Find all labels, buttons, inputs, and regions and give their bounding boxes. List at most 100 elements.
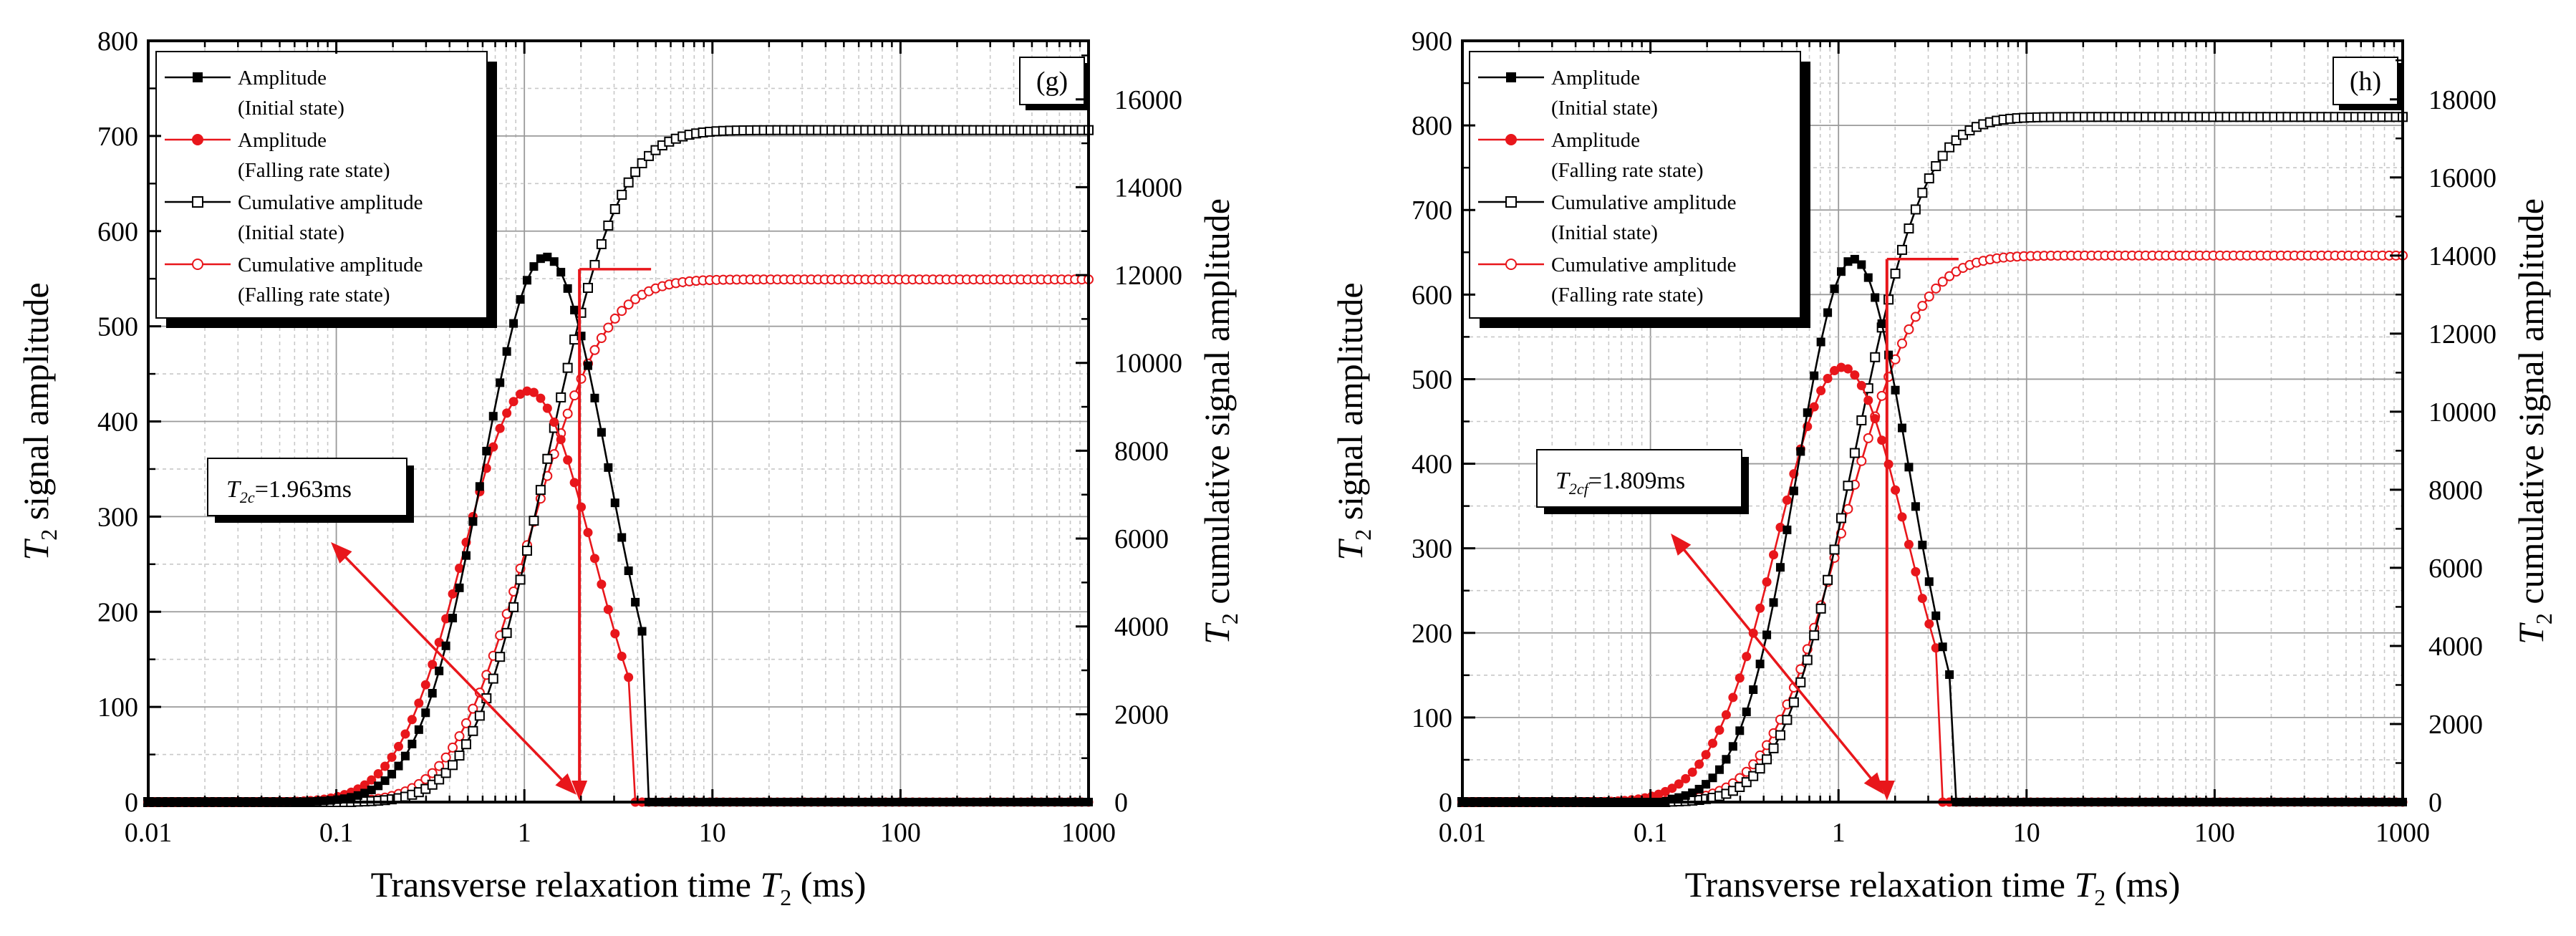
- data-point: [501, 627, 512, 638]
- data-point: [1830, 284, 1839, 294]
- annotation-arrowhead: [1863, 772, 1885, 795]
- data-point: [488, 412, 498, 421]
- data-point: [1843, 257, 1853, 266]
- data-point: [516, 295, 525, 304]
- data-point: [495, 423, 505, 433]
- data-point: [1796, 447, 1805, 456]
- legend-box: [1469, 51, 1801, 319]
- series-amplitude-initial-state: [144, 252, 1093, 806]
- y-right-axis-title: T2 cumulative signal amplitude: [2511, 198, 2557, 645]
- data-point: [1802, 655, 1813, 665]
- data-point: [563, 284, 572, 293]
- x-tick-label: 0.1: [1634, 818, 1668, 848]
- y-right-tick-label: 6000: [1114, 524, 1169, 554]
- data-point: [562, 362, 573, 373]
- data-point: [1897, 423, 1906, 433]
- data-point: [414, 698, 424, 708]
- data-point: [556, 392, 566, 402]
- data-point: [394, 741, 404, 751]
- x-tick-label: 0.01: [1439, 818, 1487, 848]
- data-point: [1775, 730, 1785, 740]
- data-point: [468, 725, 478, 736]
- data-point: [414, 725, 423, 734]
- data-point: [374, 781, 383, 791]
- data-point: [1896, 338, 1907, 349]
- data-point: [1701, 750, 1711, 760]
- data-point: [1829, 544, 1840, 555]
- y-left-axis-title: T2 signal amplitude: [16, 282, 62, 560]
- data-point: [1735, 726, 1745, 735]
- data-point: [1924, 173, 1934, 184]
- data-point: [1871, 293, 1880, 302]
- data-point: [1911, 502, 1920, 511]
- y-left-tick-label: 700: [1412, 196, 1452, 226]
- data-point: [441, 641, 450, 650]
- cutoff-arrowhead: [571, 781, 588, 801]
- data-point: [1843, 364, 1853, 374]
- legend-swatch-marker: [1505, 196, 1517, 208]
- data-point: [1924, 619, 1934, 629]
- data-point: [440, 768, 451, 778]
- data-point: [367, 775, 377, 785]
- legend-sublabel: (Falling rate state): [238, 284, 390, 307]
- data-point: [508, 602, 519, 612]
- panel-label-box: [2333, 57, 2398, 105]
- x-tick-label: 1000: [1061, 818, 1116, 848]
- data-point: [1924, 577, 1934, 587]
- data-point: [1714, 765, 1724, 774]
- data-point: [1931, 160, 1941, 171]
- data-point: [495, 652, 506, 662]
- data-point: [1904, 223, 1914, 234]
- data-point: [1856, 380, 1866, 390]
- series-amplitude-falling-rate-state: [143, 386, 1094, 807]
- y-left-tick-label: 600: [97, 217, 138, 247]
- annotation-arrow: [342, 554, 565, 783]
- data-point: [1823, 308, 1833, 317]
- data-point: [582, 282, 593, 293]
- y-axis-left: 0 100 200 300 400 500 600 700 800 900 T2 signal am…: [1330, 26, 1475, 818]
- data-point: [1877, 319, 1886, 328]
- data-point: [617, 651, 627, 661]
- data-point: [1702, 780, 1711, 789]
- data-point: [589, 344, 600, 355]
- series-line: [1462, 254, 2403, 804]
- legend-sublabel: (Initial state): [238, 221, 344, 244]
- data-point: [1667, 783, 1677, 793]
- y-left-tick-label: 400: [1412, 450, 1452, 480]
- data-point: [535, 485, 546, 496]
- data-point: [428, 688, 437, 698]
- data-point: [360, 780, 370, 790]
- x-tick-label: 10: [699, 818, 726, 848]
- data-point: [1782, 495, 1792, 505]
- x-tick-label: 1000: [2375, 818, 2430, 848]
- data-point: [589, 554, 599, 564]
- data-point: [609, 203, 620, 214]
- data-point: [529, 387, 539, 397]
- data-point: [1674, 793, 1684, 802]
- data-point: [542, 453, 553, 464]
- data-point: [597, 579, 607, 589]
- data-point: [448, 760, 458, 771]
- data-point: [521, 546, 532, 556]
- y-left-tick-label: 500: [97, 312, 138, 342]
- data-point: [455, 583, 464, 592]
- data-point: [597, 428, 606, 437]
- y-right-axis-title: T2 cumulative signal amplitude: [1197, 198, 1243, 645]
- data-point: [1883, 459, 1894, 469]
- y-axis-right: 0 2000 4000 6000 8000 10000 12000 14000 16000 180…: [2390, 59, 2557, 818]
- data-point: [1850, 370, 1860, 380]
- data-point: [496, 378, 505, 387]
- legend-swatch-marker: [193, 72, 203, 82]
- data-point: [556, 435, 566, 445]
- legend-label: Cumulative amplitude: [1551, 191, 1737, 214]
- x-tick-label: 1: [1832, 818, 1846, 848]
- data-point: [1783, 525, 1792, 534]
- data-point: [509, 319, 518, 328]
- data-point: [1917, 594, 1927, 604]
- legend-item: Amplitude (Falling rate state): [165, 129, 390, 182]
- data-point: [624, 672, 634, 682]
- legend-item: Amplitude (Initial state): [165, 67, 344, 120]
- data-point: [1708, 738, 1718, 748]
